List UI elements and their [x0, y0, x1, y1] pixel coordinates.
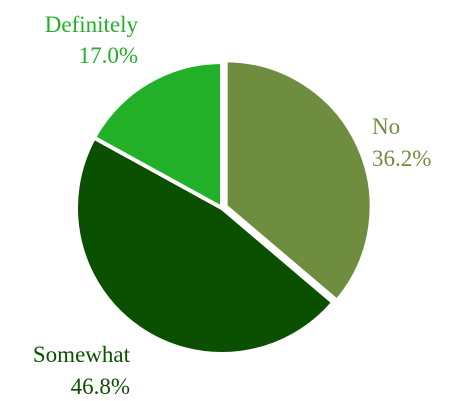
slice-value-definitely: 17.0%: [79, 43, 138, 68]
slice-label-definitely: Definitely: [45, 12, 139, 37]
pie-slices: [74, 58, 374, 356]
pie-slice-definitely: [92, 60, 224, 210]
slice-value-no: 36.2%: [372, 146, 431, 171]
slice-label-no: No: [372, 114, 400, 139]
slice-label-somewhat: Somewhat: [33, 342, 131, 367]
pie-slice-no: [223, 58, 374, 303]
pie-slice-somewhat: [74, 135, 336, 356]
slice-value-somewhat: 46.8%: [71, 374, 130, 399]
